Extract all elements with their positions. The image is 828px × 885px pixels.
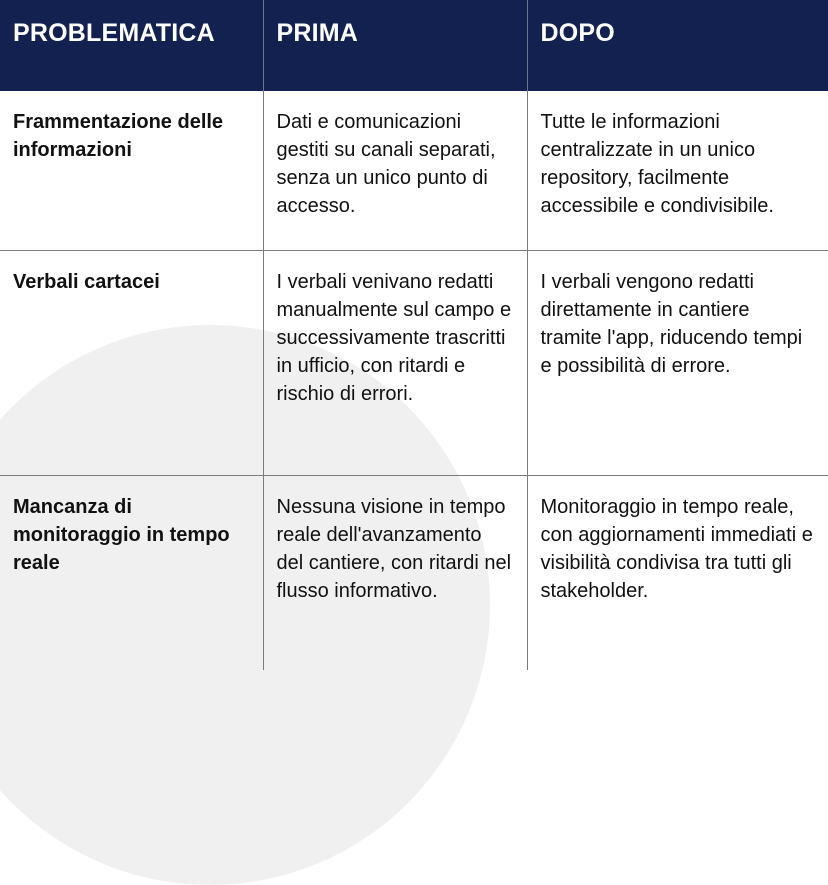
table-header-row: PROBLEMATICA PRIMA DOPO	[0, 0, 828, 91]
table-row: Frammentazione delle informazioni Dati e…	[0, 91, 828, 251]
cell-text: Verbali cartacei	[13, 270, 160, 293]
cell-text: I verbali vengono redatti direttamente i…	[540, 270, 803, 377]
column-header-problematica: PROBLEMATICA	[0, 0, 264, 91]
cell-text: I verbali venivano redatti manualmente s…	[276, 270, 512, 405]
cell-text: Nessuna visione in tempo reale dell'avan…	[276, 495, 512, 602]
cell-prima: Nessuna visione in tempo reale dell'avan…	[263, 475, 528, 670]
cell-prima: I verbali venivano redatti manualmente s…	[263, 250, 528, 476]
cell-problematica: Verbali cartacei	[0, 250, 264, 476]
cell-prima: Dati e comunicazioni gestiti su canali s…	[263, 91, 528, 251]
cell-problematica: Frammentazione delle informazioni	[0, 91, 264, 251]
cell-dopo: I verbali vengono redatti direttamente i…	[527, 250, 828, 476]
cell-dopo: Monitoraggio in tempo reale, con aggiorn…	[527, 475, 828, 670]
cell-text: Mancanza di monitoraggio in tempo reale	[13, 495, 230, 574]
table-row: Verbali cartacei I verbali venivano reda…	[0, 250, 828, 476]
cell-text: Dati e comunicazioni gestiti su canali s…	[276, 111, 496, 217]
comparison-table: PROBLEMATICA PRIMA DOPO Frammentazione d…	[0, 0, 828, 670]
cell-problematica: Mancanza di monitoraggio in tempo reale	[0, 475, 264, 670]
cell-dopo: Tutte le informazioni centralizzate in u…	[527, 91, 828, 251]
table-header: PROBLEMATICA PRIMA DOPO	[0, 0, 828, 91]
cell-text: Frammentazione delle informazioni	[13, 111, 224, 161]
column-header-prima: PRIMA	[263, 0, 528, 91]
cell-text: Monitoraggio in tempo reale, con aggiorn…	[540, 495, 813, 602]
table-row: Mancanza di monitoraggio in tempo reale …	[0, 475, 828, 670]
table-body: Frammentazione delle informazioni Dati e…	[0, 91, 828, 670]
column-header-dopo: DOPO	[527, 0, 828, 91]
cell-text: Tutte le informazioni centralizzate in u…	[540, 111, 774, 217]
